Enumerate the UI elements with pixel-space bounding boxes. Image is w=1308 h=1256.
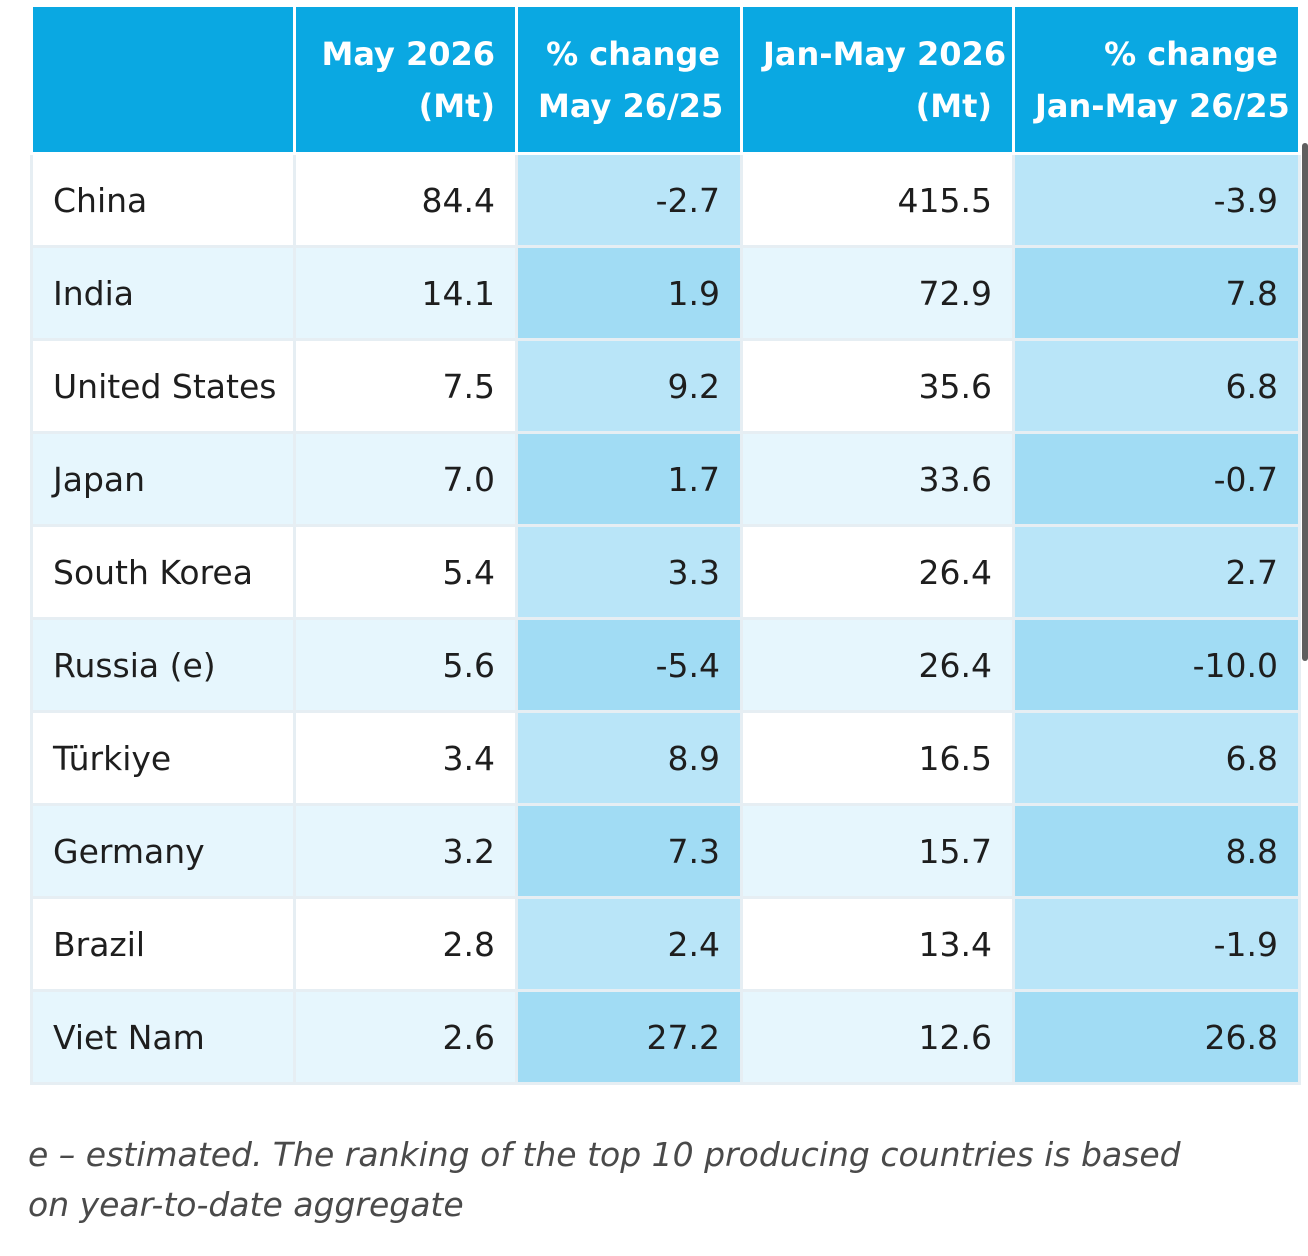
cell-may-change: 3.3 <box>515 524 743 620</box>
cell-ytd-change: 26.8 <box>1012 989 1301 1085</box>
table-header: May 2026 (Mt) % change May 26/25 Jan-May… <box>30 4 1301 155</box>
cell-ytd-change: -1.9 <box>1012 896 1301 992</box>
header-row: May 2026 (Mt) % change May 26/25 Jan-May… <box>30 4 1301 155</box>
cell-ytd-mt: 26.4 <box>740 617 1015 713</box>
header-ytd-mt-line2: (Mt) <box>915 86 992 125</box>
cell-may-mt: 5.6 <box>293 617 518 713</box>
cell-may-change: 27.2 <box>515 989 743 1085</box>
cell-ytd-mt: 26.4 <box>740 524 1015 620</box>
cell-may-mt: 14.1 <box>293 245 518 341</box>
cell-country: United States <box>30 338 296 434</box>
cell-country: Türkiye <box>30 710 296 806</box>
header-may-change: % change May 26/25 <box>515 4 743 155</box>
table-row: Viet Nam 2.6 27.2 12.6 26.8 <box>30 989 1301 1085</box>
cell-may-change: -2.7 <box>515 152 743 248</box>
table-row: Japan 7.0 1.7 33.6 -0.7 <box>30 431 1301 527</box>
cell-ytd-change: 6.8 <box>1012 710 1301 806</box>
cell-may-change: 9.2 <box>515 338 743 434</box>
cell-may-mt: 5.4 <box>293 524 518 620</box>
header-ytd-change-line1: % change <box>1104 34 1278 73</box>
cell-ytd-change: 7.8 <box>1012 245 1301 341</box>
cell-ytd-mt: 415.5 <box>740 152 1015 248</box>
table-row: Germany 3.2 7.3 15.7 8.8 <box>30 803 1301 899</box>
vertical-scrollbar[interactable] <box>1302 143 1308 661</box>
table-row: Türkiye 3.4 8.9 16.5 6.8 <box>30 710 1301 806</box>
cell-may-mt: 2.8 <box>293 896 518 992</box>
cell-ytd-change: -0.7 <box>1012 431 1301 527</box>
cell-country: China <box>30 152 296 248</box>
header-may-change-line2: May 26/25 <box>538 86 724 125</box>
cell-ytd-mt: 35.6 <box>740 338 1015 434</box>
cell-ytd-change: 8.8 <box>1012 803 1301 899</box>
header-ytd-change: % change Jan-May 26/25 <box>1012 4 1301 155</box>
cell-may-change: 2.4 <box>515 896 743 992</box>
cell-ytd-change: 2.7 <box>1012 524 1301 620</box>
cell-ytd-mt: 15.7 <box>740 803 1015 899</box>
cell-may-mt: 7.0 <box>293 431 518 527</box>
cell-country: Germany <box>30 803 296 899</box>
steel-production-table: May 2026 (Mt) % change May 26/25 Jan-May… <box>30 4 1301 1085</box>
cell-ytd-mt: 16.5 <box>740 710 1015 806</box>
cell-may-change: 7.3 <box>515 803 743 899</box>
footnote: e – estimated. The ranking of the top 10… <box>28 1135 1181 1224</box>
table-row: India 14.1 1.9 72.9 7.8 <box>30 245 1301 341</box>
header-may-change-line1: % change <box>546 34 720 73</box>
cell-may-change: -5.4 <box>515 617 743 713</box>
table-row: China 84.4 -2.7 415.5 -3.9 <box>30 152 1301 248</box>
cell-ytd-mt: 12.6 <box>740 989 1015 1085</box>
header-ytd-change-line2: Jan-May 26/25 <box>1035 86 1290 125</box>
cell-country: Japan <box>30 431 296 527</box>
header-country <box>30 4 296 155</box>
cell-may-change: 8.9 <box>515 710 743 806</box>
table-row: United States 7.5 9.2 35.6 6.8 <box>30 338 1301 434</box>
cell-may-mt: 2.6 <box>293 989 518 1085</box>
cell-may-mt: 84.4 <box>293 152 518 248</box>
steel-production-table-container: May 2026 (Mt) % change May 26/25 Jan-May… <box>30 4 1301 1085</box>
cell-ytd-change: -10.0 <box>1012 617 1301 713</box>
cell-may-mt: 3.2 <box>293 803 518 899</box>
table-row: Brazil 2.8 2.4 13.4 -1.9 <box>30 896 1301 992</box>
cell-ytd-change: 6.8 <box>1012 338 1301 434</box>
cell-country: Brazil <box>30 896 296 992</box>
cell-ytd-mt: 33.6 <box>740 431 1015 527</box>
table-body: China 84.4 -2.7 415.5 -3.9 India 14.1 1.… <box>30 152 1301 1085</box>
header-may-mt-line1: May 2026 <box>321 34 495 73</box>
cell-ytd-mt: 13.4 <box>740 896 1015 992</box>
cell-country: India <box>30 245 296 341</box>
cell-may-change: 1.9 <box>515 245 743 341</box>
header-may-mt: May 2026 (Mt) <box>293 4 518 155</box>
header-ytd-mt: Jan-May 2026 (Mt) <box>740 4 1015 155</box>
table-row: Russia (e) 5.6 -5.4 26.4 -10.0 <box>30 617 1301 713</box>
cell-country: South Korea <box>30 524 296 620</box>
cell-may-mt: 3.4 <box>293 710 518 806</box>
cell-ytd-mt: 72.9 <box>740 245 1015 341</box>
header-may-mt-line2: (Mt) <box>418 86 495 125</box>
cell-may-mt: 7.5 <box>293 338 518 434</box>
header-ytd-mt-line1: Jan-May 2026 <box>763 34 1007 73</box>
cell-may-change: 1.7 <box>515 431 743 527</box>
table-row: South Korea 5.4 3.3 26.4 2.7 <box>30 524 1301 620</box>
cell-country: Viet Nam <box>30 989 296 1085</box>
cell-country: Russia (e) <box>30 617 296 713</box>
cell-ytd-change: -3.9 <box>1012 152 1301 248</box>
